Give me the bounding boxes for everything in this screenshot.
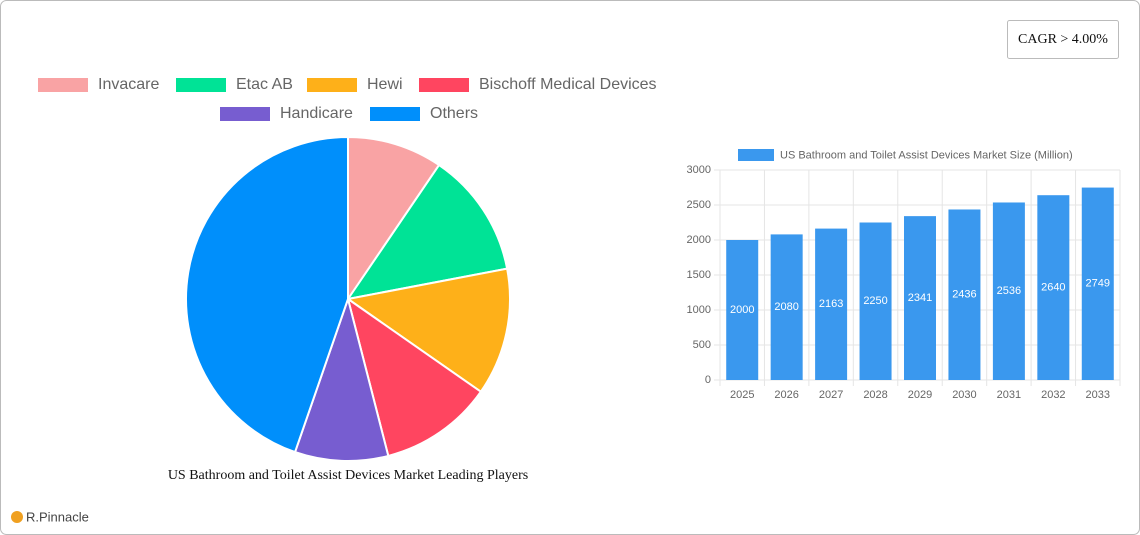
legend-label: US Bathroom and Toilet Assist Devices Ma… xyxy=(780,149,1073,161)
legend-label: Bischoff Medical Devices xyxy=(479,76,657,93)
bar xyxy=(770,234,803,380)
logo-icon xyxy=(11,511,23,523)
bar-value-label: 2000 xyxy=(730,304,754,316)
x-tick-label: 2025 xyxy=(730,389,754,401)
logo: R.Pinnacle xyxy=(26,509,89,524)
legend-label: Hewi xyxy=(367,76,403,93)
y-tick-label: 1500 xyxy=(687,269,711,281)
bar-value-label: 2640 xyxy=(1041,282,1065,294)
y-tick-label: 2000 xyxy=(687,234,711,246)
x-tick-label: 2026 xyxy=(774,389,798,401)
x-tick-label: 2029 xyxy=(908,389,932,401)
x-tick-label: 2028 xyxy=(863,389,887,401)
legend-label: Etac AB xyxy=(236,76,293,93)
bar-value-label: 2163 xyxy=(819,298,843,310)
pie-slice xyxy=(185,135,349,454)
legend-swatch xyxy=(176,78,226,92)
pie-slice xyxy=(345,267,511,394)
y-tick-label: 1000 xyxy=(687,304,711,316)
pie-slice xyxy=(346,296,483,458)
badge: CAGR > 4.00% xyxy=(1018,32,1108,47)
y-tick-label: 3000 xyxy=(687,164,711,176)
legend-swatch xyxy=(38,78,88,92)
legend-label: Invacare xyxy=(98,76,159,93)
legend-swatch xyxy=(220,107,270,121)
legend-swatch xyxy=(370,107,420,121)
x-tick-label: 2027 xyxy=(819,389,843,401)
pie-slice xyxy=(345,163,509,301)
bar-value-label: 2250 xyxy=(863,295,887,307)
pie-slice xyxy=(347,135,441,303)
x-tick-label: 2031 xyxy=(997,389,1021,401)
legend-label: Others xyxy=(430,105,478,122)
bar-value-label: 2341 xyxy=(908,292,932,304)
legend-swatch xyxy=(307,78,357,92)
bar xyxy=(948,209,981,380)
bar xyxy=(815,228,848,380)
y-tick-label: 2500 xyxy=(687,199,711,211)
bar xyxy=(726,240,759,380)
legend-swatch xyxy=(738,149,774,161)
bar xyxy=(1081,187,1114,380)
bar-value-label: 2436 xyxy=(952,289,976,301)
bar-value-label: 2536 xyxy=(997,285,1021,297)
bar xyxy=(904,216,936,380)
y-tick-label: 0 xyxy=(705,374,711,386)
bar-value-label: 2080 xyxy=(774,301,798,313)
legend-label: Handicare xyxy=(280,105,353,122)
bar xyxy=(992,202,1025,380)
legend-swatch xyxy=(419,78,469,92)
x-tick-label: 2033 xyxy=(1086,389,1110,401)
badge-box xyxy=(1007,20,1119,59)
bar xyxy=(1037,195,1070,380)
y-tick-label: 500 xyxy=(693,339,711,351)
bar xyxy=(859,222,892,380)
x-tick-label: 2032 xyxy=(1041,389,1065,401)
pie-slice xyxy=(293,295,390,462)
bar-value-label: 2749 xyxy=(1086,278,1110,290)
x-tick-label: 2030 xyxy=(952,389,976,401)
chart-title: US Bathroom and Toilet Assist Devices Ma… xyxy=(168,468,528,483)
